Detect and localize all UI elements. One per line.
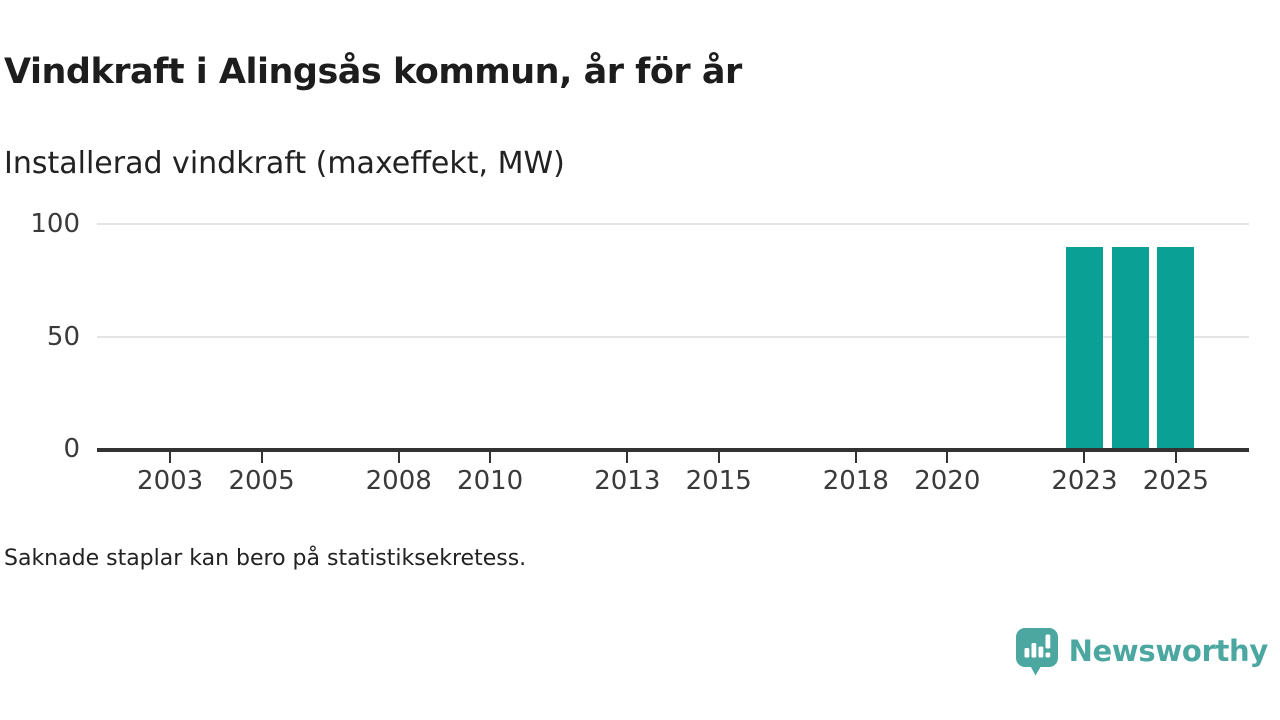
x-tick-label-2015: 2015 — [685, 466, 752, 496]
x-tick-label-2023: 2023 — [1051, 466, 1118, 496]
x-tick-label-2020: 2020 — [914, 466, 981, 496]
x-tick-label-2008: 2008 — [365, 466, 432, 496]
bar-2024 — [1111, 246, 1149, 450]
x-tick-2010 — [489, 452, 492, 463]
x-axis-line — [97, 448, 1249, 452]
x-tick-label-2010: 2010 — [457, 466, 524, 496]
chart-title: Vindkraft i Alingsås kommun, år för år — [4, 52, 742, 92]
x-tick-2013 — [626, 452, 629, 463]
bar-chart-plot-area: 2003 2005 2008 2010 2013 2015 2018 2020 2023 2025 — [97, 200, 1249, 496]
y-tick-label-100: 100 — [30, 209, 80, 239]
x-tick-label-2025: 2025 — [1142, 466, 1209, 496]
x-tick-2015 — [717, 452, 720, 463]
bar-2025 — [1157, 246, 1195, 450]
x-tick-2020 — [946, 452, 949, 463]
chart-subtitle: Installerad vindkraft (maxeffekt, MW) — [4, 146, 565, 181]
x-tick-label-2018: 2018 — [822, 466, 889, 496]
bar-2023 — [1065, 246, 1103, 450]
x-tick-2005 — [260, 452, 263, 463]
y-tick-label-50: 50 — [46, 321, 80, 352]
x-tick-2023 — [1083, 452, 1086, 463]
x-tick-2008 — [397, 452, 400, 463]
x-tick-2003 — [169, 452, 172, 463]
gridline-100 — [97, 223, 1249, 225]
x-tick-label-2005: 2005 — [228, 466, 295, 496]
newsworthy-logo: Newsworthy — [1015, 626, 1268, 676]
x-tick-2018 — [854, 452, 857, 463]
gridline-50 — [97, 335, 1249, 338]
x-tick-label-2013: 2013 — [594, 466, 661, 496]
x-tick-2025 — [1174, 452, 1177, 463]
newsworthy-wordmark: Newsworthy — [1068, 634, 1269, 668]
y-tick-label-0: 0 — [63, 434, 80, 464]
footnote: Saknade staplar kan bero på statistiksek… — [4, 546, 527, 571]
x-tick-label-2003: 2003 — [137, 466, 204, 496]
newsworthy-logo-icon — [1015, 627, 1058, 675]
